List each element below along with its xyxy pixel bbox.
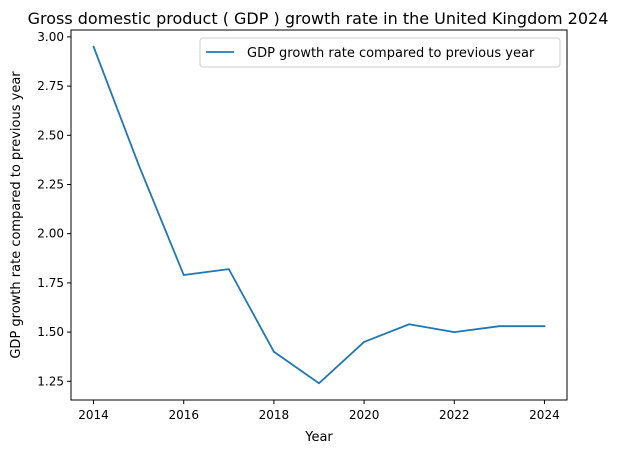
x-axis-label: Year	[304, 430, 333, 445]
plot-area	[71, 30, 567, 400]
y-tick-label: 2.50	[37, 128, 64, 142]
x-tick-label: 2020	[349, 408, 380, 422]
data-point	[92, 45, 95, 48]
legend-series-label: GDP growth rate compared to previous yea…	[247, 46, 535, 61]
x-tick-label: 2018	[259, 408, 290, 422]
x-tick-label: 2016	[168, 408, 199, 422]
x-tick-label: 2014	[78, 408, 109, 422]
y-tick-label: 1.25	[37, 374, 64, 388]
data-point	[227, 268, 230, 271]
data-point	[273, 350, 275, 353]
y-tick-label: 2.00	[37, 227, 64, 241]
y-tick-label: 1.50	[37, 325, 64, 339]
x-tick-label: 2024	[529, 408, 560, 422]
data-point	[318, 382, 320, 385]
data-point	[363, 341, 365, 343]
data-point	[453, 331, 456, 334]
data-point	[137, 163, 140, 166]
y-tick-label: 1.75	[37, 276, 64, 290]
data-point	[498, 325, 501, 328]
data-point	[408, 323, 411, 326]
data-point	[543, 325, 546, 328]
y-tick-label: 3.00	[37, 30, 64, 44]
y-tick-label: 2.25	[37, 177, 64, 191]
y-tick-label: 2.75	[37, 79, 64, 93]
legend-box	[199, 37, 561, 68]
chart-title: Gross domestic product ( GDP ) growth ra…	[28, 9, 609, 28]
x-tick-label: 2022	[439, 408, 470, 422]
plot-frame	[70, 29, 568, 401]
y-axis-label: GDP growth rate compared to previous yea…	[9, 71, 24, 359]
axes: 2014 2016 2018 2020 2022 2024 1.25 1.50 1.75 2.00…	[37, 30, 559, 422]
series-layer	[92, 45, 546, 385]
legend: GDP growth rate compared to previous yea…	[199, 37, 561, 68]
data-point	[182, 274, 185, 276]
